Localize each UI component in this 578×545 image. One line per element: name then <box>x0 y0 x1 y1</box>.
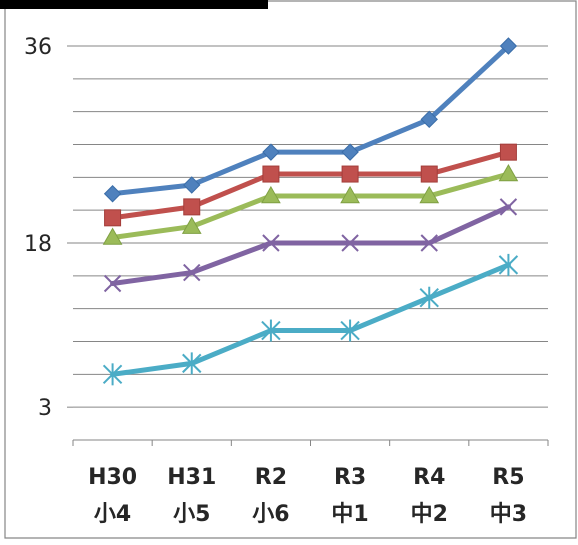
chart-border <box>4 0 577 539</box>
x-tick-label-grade: 中1 <box>331 502 368 527</box>
data-point-diamond <box>341 143 359 161</box>
data-point-square <box>420 165 438 183</box>
data-point-x-stroke <box>341 234 359 252</box>
x-tick-label-grade: 小4 <box>94 502 131 527</box>
series-markers-3 <box>102 164 519 245</box>
data-point-x <box>103 274 122 293</box>
data-point-diamond <box>262 143 280 161</box>
data-point-diamond <box>420 110 438 129</box>
data-point-diamond <box>183 176 201 194</box>
x-tick-label-era: R2 <box>255 465 287 490</box>
series-markers-4 <box>103 198 518 293</box>
series-markers-2 <box>104 143 517 227</box>
x-tick-label-grade: 小6 <box>252 502 289 527</box>
data-point-x-stroke <box>499 198 518 216</box>
x-tick-label-grade: 小5 <box>173 502 210 527</box>
y-tick-label: 3 <box>38 396 52 421</box>
data-point-star <box>261 319 281 342</box>
series-line-1 <box>110 43 511 197</box>
data-point-x-stroke <box>262 234 280 252</box>
data-point-star <box>498 253 519 276</box>
data-point-x <box>341 234 359 252</box>
data-point-square <box>341 165 359 183</box>
series-line-4 <box>110 204 511 286</box>
data-point-x <box>262 234 280 252</box>
data-point-triangle <box>102 227 123 245</box>
x-tick-label-era: H31 <box>167 465 216 490</box>
data-point-x <box>420 234 438 252</box>
data-point-star <box>102 363 123 386</box>
series-line-2 <box>110 149 511 221</box>
data-point-square <box>183 198 201 216</box>
data-point-triangle <box>181 216 202 234</box>
x-tick-label-era: R4 <box>413 465 445 490</box>
series-layer <box>102 37 519 386</box>
y-tick-label: 18 <box>24 232 52 257</box>
data-point-triangle <box>498 164 519 182</box>
data-point-x <box>499 198 518 216</box>
data-point-triangle <box>261 185 281 204</box>
data-point-diamond <box>103 185 122 203</box>
series-markers-1 <box>103 37 518 203</box>
y-tick-label: 36 <box>24 35 52 60</box>
x-tick-label-era: R3 <box>334 465 366 490</box>
data-point-square <box>499 143 517 161</box>
data-point-diamond <box>499 37 518 55</box>
x-tick-label-era: H30 <box>88 465 137 490</box>
top-left-strip <box>0 0 268 9</box>
data-point-star <box>182 352 202 375</box>
data-point-triangle <box>419 185 440 204</box>
axis-layer <box>67 45 549 446</box>
x-tick-label-grade: 中2 <box>411 502 448 527</box>
label-layer: 36 18 3 H30 小4 H31 小5 R2 小6 R3 中1 R4 中2 R5 中3 <box>24 35 527 527</box>
x-tick-label-era: R5 <box>492 465 524 490</box>
series-markers-5 <box>102 253 519 386</box>
data-point-star <box>419 286 439 309</box>
series-line-5 <box>110 262 511 377</box>
data-point-x-stroke <box>103 274 122 293</box>
data-point-x-stroke <box>420 234 438 252</box>
data-point-square <box>262 165 280 183</box>
series-line-3 <box>110 171 511 241</box>
data-point-x-stroke <box>183 263 201 282</box>
data-point-x <box>183 263 201 282</box>
data-point-triangle <box>340 185 360 204</box>
data-point-square <box>104 209 122 227</box>
data-point-star <box>340 319 360 342</box>
x-tick-label-grade: 中3 <box>490 502 527 527</box>
